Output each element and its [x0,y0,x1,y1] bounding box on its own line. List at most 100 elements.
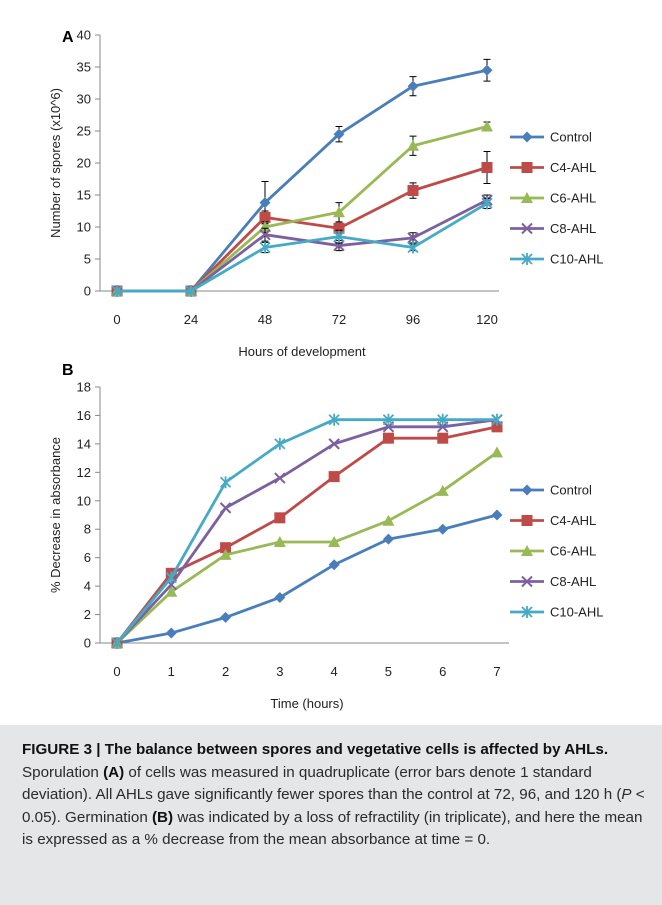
chart-b-series-c4-ahl-point [328,471,340,483]
chart-b-legend-marker [521,515,533,526]
chart-b-series-c4-ahl-point [220,542,232,554]
chart-a-legend-marker-shape [521,192,533,203]
chart-b-x-tick-label: 7 [493,664,500,679]
chart-b-y-tick-label: 4 [84,579,91,594]
chart-b-series-control-point [165,627,177,639]
chart-b-legend-label: C8-AHL [550,574,596,589]
chart-b-x-tick-label: 4 [331,664,338,679]
caption-text-3: < 0.05). Germination [22,786,645,826]
chart-a-series-c4-ahl-point-shape [259,211,271,223]
chart-b-y-tick-label: 16 [77,408,91,423]
chart-b-x-tick-label: 6 [439,664,446,679]
chart-a-series-c8-ahl-point [407,232,419,244]
chart-a-series-c4-ahl-point-shape [481,161,493,173]
chart-a-series-c6-ahl-point [407,139,419,151]
chart-a-series-c10-ahl-point-shape [333,230,345,243]
chart-b-series-control-point-shape [165,627,177,639]
chart-a-series-c10-ahl-point [111,285,123,297]
chart-b-series-c10-ahl-point-shape [274,437,286,450]
chart-b-series-c6-ahl-point-shape [491,446,503,458]
chart-b-panel-label: B [62,362,74,379]
chart-a-legend-marker-shape [521,222,533,235]
chart-a-series-control-point [333,128,345,140]
chart-a-series-c10-ahl-point [185,285,197,297]
chart-b-series-c6-ahl-point-shape [165,585,178,597]
chart-a-series-control-point-shape [481,64,493,76]
chart-a-x-axis-label: Hours of development [238,344,366,359]
chart-a-series-c4-ahl-point [481,161,493,173]
chart-b-x-axis-label: Time (hours) [270,696,343,711]
chart-a-series-c8-ahl-line [117,198,488,293]
chart-b-series-c6-ahl-point [273,536,286,548]
chart-b-y-tick-label: 6 [84,550,91,565]
chart-b-x-tick-label: 5 [385,664,392,679]
caption-text-2: of cells was measured in quadruplicate (… [22,763,622,804]
chart-b-series-c10-ahl-point [165,571,177,584]
chart-a-y-axis-label: Number of spores (x10^6) [48,88,63,238]
chart-a-y-tick-label: 0 [84,284,91,299]
chart-a-series-c10-ahl-point [407,241,419,254]
chart-a-series-c4-ahl-point-shape [407,185,419,197]
chart-b-legend-marker [521,484,533,496]
chart-b-series-c6-ahl-point-shape [382,514,395,526]
chart-b-series-c4-ahl-point-shape [274,512,286,524]
chart-a-x-tick-label: 48 [258,312,272,327]
chart-b-series-c4-ahl-point-shape [437,432,449,444]
caption-label: FIGURE 3 | The balance between spores an… [22,741,609,758]
chart-a-legend-marker-shape [521,131,533,143]
chart-a-y-tick-label: 40 [77,28,91,43]
chart-a-series-control-point [407,80,419,92]
chart-b-series-c10-ahl-point [111,637,123,649]
chart-a-y-tick-label: 30 [77,92,91,107]
chart-b-legend-marker-shape [521,575,533,588]
chart-b-legend-marker-shape [521,484,533,496]
chart-b-y-tick-label: 10 [77,493,91,508]
chart-a-x-tick-label: 72 [332,312,346,327]
chart-a-series-c6-ahl-line [117,125,488,293]
chart-a-series-control-point [481,64,493,76]
chart-a-series-c10-ahl-line [117,202,488,293]
chart-b-series-c8-ahl-point [274,472,286,484]
chart-a-x-tick-label: 120 [476,312,498,327]
chart-b-series-c10-ahl-point-shape [491,413,503,426]
chart-b-series-control-line [116,513,498,645]
chart-b-series-c8-ahl-point-shape [274,472,286,484]
chart-a-series-c4-ahl-point-shape [333,222,345,234]
chart-a-panel-label: A [62,29,74,46]
chart-b-series-control-point [274,591,286,603]
chart-b-series-c8-ahl-point [328,438,340,450]
chart-a-series-c6-ahl-point [333,206,345,218]
chart-a-legend-label: C10-AHL [550,252,603,267]
chart-b-series-c4-ahl-line [115,425,498,644]
chart-b-legend-label: C6-AHL [550,544,596,559]
chart-b-legend-label: C10-AHL [550,605,603,620]
chart-b-series-c10-ahl-point-shape [111,637,123,649]
chart-b-series-c4-ahl-point-shape [220,542,232,554]
chart-a-series-control-line [117,68,488,293]
chart-b-y-tick-label: 14 [77,436,91,451]
chart-a-legend-label: C6-AHL [550,191,596,206]
chart-b-series-c10-ahl-point-shape [328,413,340,426]
chart-a-y-tick-label: 20 [77,156,91,171]
chart-b-y-tick-label: 2 [84,607,91,622]
chart-a-series-c10-ahl-point-shape [259,241,271,254]
chart-a-series-c8-ahl-point-shape [259,228,271,241]
chart-b-series-c4-ahl-point [437,432,449,444]
chart-a-series-c6-ahl-point [481,120,493,132]
chart-b-legend-label: C4-AHL [550,513,596,528]
chart-b-series-control-point-shape [382,533,394,545]
chart-b-series-c6-ahl-point [491,446,503,458]
chart-a-series-control-point-shape [407,80,419,92]
chart-a-series-c6-ahl-point-shape [481,120,493,132]
chart-b-series-c10-ahl-point [274,437,286,450]
chart-a-series-c6-ahl-point-shape [259,221,271,232]
chart-b-series-c8-ahl-point [219,502,232,514]
chart-b-legend-marker-shape [521,545,533,556]
chart-a-legend-label: C8-AHL [550,221,596,236]
chart-a-series-c8-ahl-point-shape [333,239,345,252]
chart-a-y-tick-label: 5 [84,252,91,267]
chart-a-series-c6-ahl-point [259,221,271,232]
chart-a-x-tick-label: 24 [184,312,198,327]
chart-a-series-c6-ahl-point-shape [407,139,419,151]
